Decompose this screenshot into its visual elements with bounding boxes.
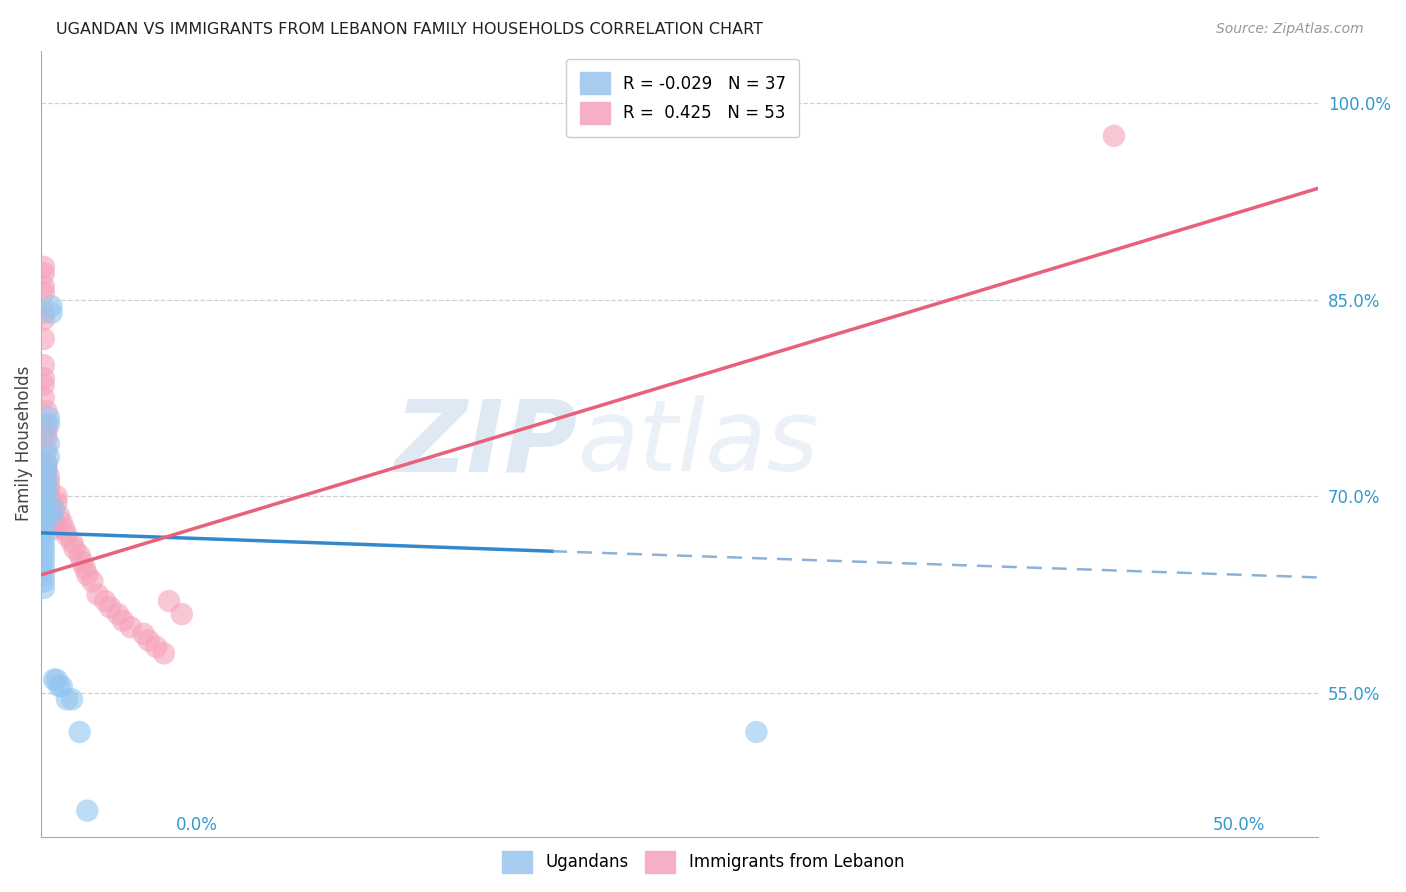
- Point: [120, 620, 142, 634]
- Point: [45, 489, 67, 503]
- Point: [41, 496, 63, 510]
- Point: [32, 574, 55, 589]
- Point: [112, 614, 135, 628]
- Point: [35, 463, 58, 477]
- Point: [35, 463, 58, 477]
- Text: 0.0%: 0.0%: [176, 816, 218, 834]
- Point: [38, 450, 60, 464]
- Point: [35, 489, 58, 503]
- Point: [35, 417, 58, 431]
- Text: UGANDAN VS IMMIGRANTS FROM LEBANON FAMILY HOUSEHOLDS CORRELATION CHART: UGANDAN VS IMMIGRANTS FROM LEBANON FAMIL…: [56, 22, 763, 37]
- Point: [32, 267, 55, 281]
- Point: [32, 548, 55, 562]
- Point: [42, 673, 65, 687]
- Point: [32, 377, 55, 392]
- Point: [35, 404, 58, 418]
- Point: [41, 502, 63, 516]
- Point: [82, 574, 104, 589]
- Point: [35, 443, 58, 458]
- Point: [157, 594, 180, 608]
- Point: [32, 516, 55, 530]
- Legend: Ugandans, Immigrants from Lebanon: Ugandans, Immigrants from Lebanon: [495, 845, 911, 880]
- Point: [42, 516, 65, 530]
- Point: [1102, 128, 1125, 143]
- Point: [38, 410, 60, 425]
- Point: [32, 358, 55, 372]
- Point: [138, 633, 160, 648]
- Point: [32, 260, 55, 274]
- Point: [98, 600, 121, 615]
- Text: ZIP: ZIP: [395, 395, 578, 492]
- Point: [48, 679, 70, 693]
- Point: [41, 306, 63, 320]
- Point: [69, 548, 91, 562]
- Point: [35, 430, 58, 444]
- Point: [32, 306, 55, 320]
- Point: [48, 508, 70, 523]
- Point: [132, 626, 155, 640]
- Point: [35, 457, 58, 471]
- Point: [76, 804, 98, 818]
- Point: [63, 541, 86, 556]
- Point: [51, 679, 73, 693]
- Point: [32, 391, 55, 405]
- Point: [38, 469, 60, 483]
- Point: [170, 607, 193, 621]
- Point: [45, 496, 67, 510]
- Point: [32, 567, 55, 582]
- Point: [51, 516, 73, 530]
- Point: [32, 312, 55, 326]
- Point: [38, 417, 60, 431]
- Text: Source: ZipAtlas.com: Source: ZipAtlas.com: [1216, 22, 1364, 37]
- Point: [41, 508, 63, 523]
- Point: [107, 607, 129, 621]
- Point: [32, 535, 55, 549]
- Y-axis label: Family Households: Family Households: [15, 366, 32, 522]
- Point: [35, 457, 58, 471]
- Point: [32, 332, 55, 346]
- Point: [32, 508, 55, 523]
- Point: [42, 522, 65, 536]
- Point: [41, 508, 63, 523]
- Point: [35, 476, 58, 491]
- Point: [32, 371, 55, 385]
- Point: [145, 640, 167, 654]
- Point: [94, 594, 117, 608]
- Text: atlas: atlas: [578, 395, 820, 492]
- Point: [32, 581, 55, 595]
- Text: 50.0%: 50.0%: [1213, 816, 1265, 834]
- Point: [38, 476, 60, 491]
- Point: [745, 725, 768, 739]
- Point: [32, 522, 55, 536]
- Point: [73, 561, 96, 575]
- Point: [35, 424, 58, 438]
- Point: [41, 299, 63, 313]
- Point: [53, 522, 76, 536]
- Point: [32, 286, 55, 301]
- Point: [56, 692, 79, 706]
- Point: [69, 725, 91, 739]
- Point: [35, 496, 58, 510]
- Point: [35, 469, 58, 483]
- Point: [38, 437, 60, 451]
- Point: [38, 483, 60, 497]
- Point: [32, 555, 55, 569]
- Point: [38, 489, 60, 503]
- Point: [32, 528, 55, 542]
- Point: [32, 502, 55, 516]
- Legend: R = -0.029   N = 37, R =  0.425   N = 53: R = -0.029 N = 37, R = 0.425 N = 53: [567, 59, 799, 136]
- Point: [32, 561, 55, 575]
- Point: [60, 535, 83, 549]
- Point: [32, 541, 55, 556]
- Point: [76, 567, 98, 582]
- Point: [60, 692, 83, 706]
- Point: [35, 483, 58, 497]
- Point: [32, 279, 55, 293]
- Point: [42, 502, 65, 516]
- Point: [45, 673, 67, 687]
- Point: [70, 555, 93, 569]
- Point: [153, 647, 176, 661]
- Point: [56, 528, 79, 542]
- Point: [86, 587, 108, 601]
